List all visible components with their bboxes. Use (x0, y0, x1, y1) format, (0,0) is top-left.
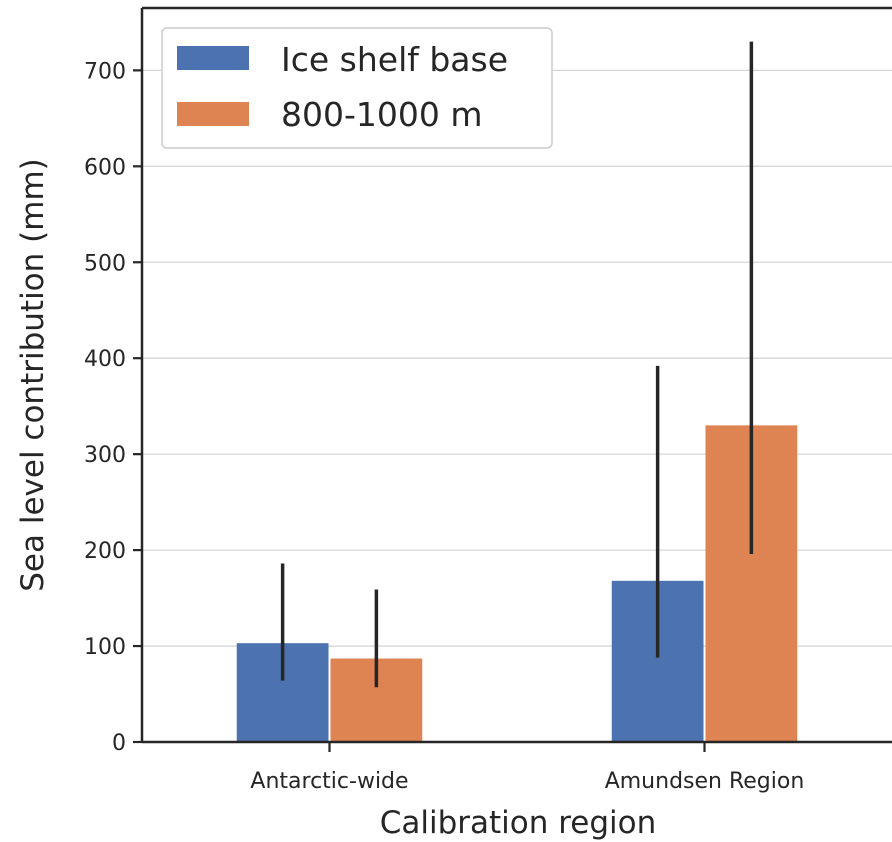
x-axis-ticks: Antarctic-wide Amundsen Region (250, 742, 804, 794)
y-tick-label-500: 500 (84, 251, 126, 276)
y-tick-label-200: 200 (84, 539, 126, 564)
y-tick-label-700: 700 (84, 59, 126, 84)
legend-label-800-1000-m: 800-1000 m (281, 95, 483, 134)
y-tick-label-600: 600 (84, 155, 126, 180)
x-axis-title: Calibration region (380, 805, 657, 841)
y-axis-title: Sea level contribution (mm) (15, 158, 51, 592)
x-tick-label-1: Antarctic-wide (250, 769, 408, 794)
legend-swatch-ice-shelf-base (177, 46, 249, 70)
error-bars (280, 41, 754, 688)
legend-label-ice-shelf-base: Ice shelf base (281, 40, 508, 79)
y-tick-label-400: 400 (84, 347, 126, 372)
y-tick-label-0: 0 (112, 731, 126, 756)
bars (236, 425, 798, 742)
legend-frame (161, 27, 553, 149)
y-axis-ticks: 0 100 200 300 400 500 600 700 (84, 59, 142, 756)
y-tick-label-100: 100 (84, 635, 126, 660)
legend: Ice shelf base 800-1000 m (161, 27, 553, 149)
x-tick-label-2: Amundsen Region (605, 769, 805, 794)
legend-swatch-800-1000-m (177, 102, 249, 126)
y-tick-label-300: 300 (84, 443, 126, 468)
axes (140, 6, 892, 744)
